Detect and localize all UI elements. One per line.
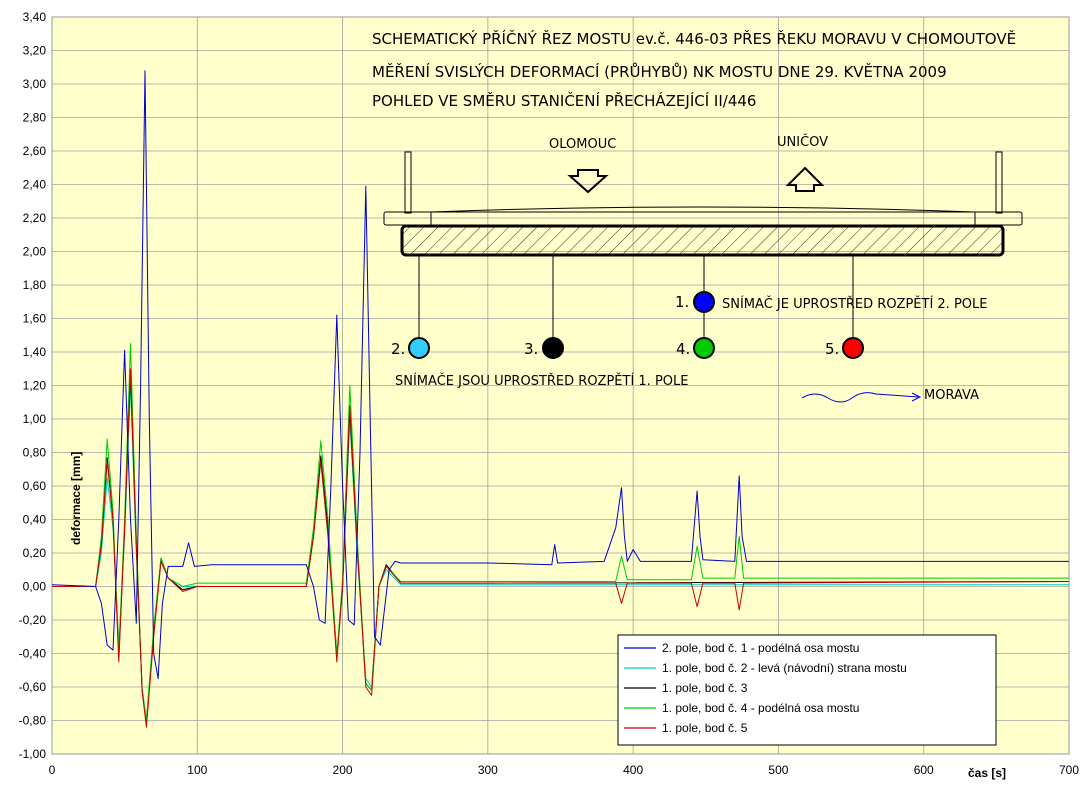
y-tick-label: -1,00 xyxy=(19,747,47,761)
y-tick-label: -0,80 xyxy=(19,714,47,728)
bridge-beam xyxy=(400,224,1005,257)
arrow-up-icon xyxy=(785,166,825,192)
sensor-5-label: 5. xyxy=(825,340,839,358)
x-tick-label: 500 xyxy=(768,763,788,777)
y-tick-label: 2,00 xyxy=(23,245,47,259)
y-tick-label: 3,40 xyxy=(23,10,47,24)
sensor-2-marker xyxy=(408,337,430,359)
y-tick-label: 0,00 xyxy=(23,580,47,594)
bridge-diagram: SCHEMATICKÝ PŘÍČNÝ ŘEZ MOSTU ev.č. 446-0… xyxy=(372,29,1023,403)
y-tick-label: 2,40 xyxy=(23,178,47,192)
series-line-1 xyxy=(51,70,1069,680)
y-tick-label: 2,60 xyxy=(23,144,47,158)
railing-post-right xyxy=(995,151,1003,214)
y-tick-label: 0,60 xyxy=(23,479,47,493)
x-axis-title: čas [s] xyxy=(968,766,1006,780)
x-tick-label: 600 xyxy=(914,763,934,777)
x-tick-label: 400 xyxy=(623,763,643,777)
sensor-1-note: SNÍMAČ JE UPROSTŘED ROZPĚTÍ 2. POLE xyxy=(722,296,987,312)
y-tick-label: 0,40 xyxy=(23,513,47,527)
y-tick-label: -0,60 xyxy=(19,680,47,694)
y-tick-label: 3,00 xyxy=(23,77,47,91)
y-tick-label: 0,80 xyxy=(23,446,47,460)
river-wave-icon xyxy=(801,392,919,403)
y-axis-ticks: -1,00 -0,80 -0,60 -0,40 -0,20 0,00 0,20 0,40 0,6… xyxy=(19,10,47,761)
legend-label: 2. pole, bod č. 1 - podélná osa mostu xyxy=(662,641,859,655)
road-surface xyxy=(430,206,976,213)
y-axis-title: deformace [mm] xyxy=(69,452,83,545)
legend-label: 1. pole, bod č. 2 - levá (návodní) stran… xyxy=(662,661,907,675)
legend-label: 1. pole, bod č. 5 xyxy=(662,721,748,735)
data-series xyxy=(51,70,1070,728)
sensor-1-label: 1. xyxy=(675,293,689,311)
y-tick-label: -0,20 xyxy=(19,613,47,627)
arrow-down-icon xyxy=(567,169,609,194)
x-tick-label: 700 xyxy=(1059,763,1079,777)
legend-label: 1. pole, bod č. 4 - podélná osa mostu xyxy=(662,701,859,715)
x-tick-label: 200 xyxy=(333,763,353,777)
x-axis-ticks: 0 100 200 300 400 500 600 700 xyxy=(49,763,1080,777)
sensor-2-label: 2. xyxy=(391,340,405,358)
legend: 2. pole, bod č. 1 - podélná osa mostu 1. … xyxy=(617,634,997,746)
y-tick-label: 1,80 xyxy=(23,278,47,292)
x-tick-label: 0 xyxy=(49,763,56,777)
x-tick-label: 300 xyxy=(478,763,498,777)
y-tick-label: 2,20 xyxy=(23,211,47,225)
sensors-note: SNÍMAČE JSOU UPROSTŘED ROZPĚTÍ 1. POLE xyxy=(395,373,688,389)
diagram-title-line-1: SCHEMATICKÝ PŘÍČNÝ ŘEZ MOSTU ev.č. 446-0… xyxy=(372,29,1016,48)
river-label: MORAVA xyxy=(924,388,979,403)
legend-label: 1. pole, bod č. 3 xyxy=(662,681,748,695)
river-arrow-icon xyxy=(911,392,922,402)
diagram-title-line-3: POHLED VE SMĚRU STANIČENÍ PŘECHÁZEJÍCÍ I… xyxy=(372,91,756,110)
grid-lines xyxy=(51,16,1070,755)
diagram-title-line-2: MĚŘENÍ SVISLÝCH DEFORMACÍ (PRŮHYBŮ) NK M… xyxy=(372,62,947,81)
sensor-4-marker xyxy=(693,337,715,359)
y-tick-label: 1,00 xyxy=(23,412,47,426)
railing-post-left xyxy=(404,151,412,214)
sensor-3-marker xyxy=(542,337,564,359)
y-tick-label: 3,20 xyxy=(23,44,47,58)
y-tick-label: 1,60 xyxy=(23,312,47,326)
y-tick-label: 0,20 xyxy=(23,546,47,560)
legend-box xyxy=(617,634,997,746)
sensor-3-label: 3. xyxy=(524,340,538,358)
x-tick-label: 100 xyxy=(187,763,207,777)
y-tick-label: 2,80 xyxy=(23,111,47,125)
y-tick-label: -0,40 xyxy=(19,647,47,661)
olomouc-label: OLOMOUC xyxy=(549,137,616,152)
sensor-1-marker xyxy=(693,291,715,313)
y-tick-label: 1,20 xyxy=(23,379,47,393)
y-tick-label: 1,40 xyxy=(23,345,47,359)
sensor-5-marker xyxy=(842,337,864,359)
sensor-4-label: 4. xyxy=(676,340,690,358)
unicov-label: UNIČOV xyxy=(777,134,828,150)
